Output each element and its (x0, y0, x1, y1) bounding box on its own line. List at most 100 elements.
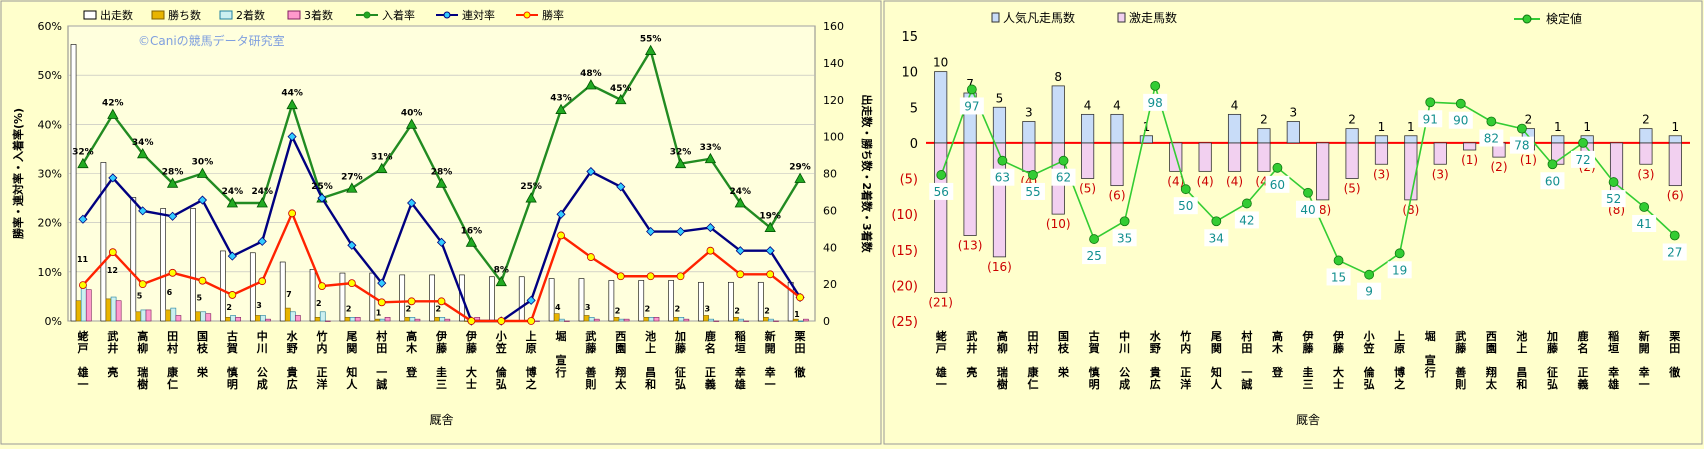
svg-text:博: 博 (526, 365, 537, 379)
svg-text:鹿: 鹿 (705, 329, 716, 343)
rate-label: 33% (700, 143, 722, 153)
svg-text:明: 明 (1089, 378, 1100, 391)
kentei-label: 9 (1365, 285, 1373, 299)
rate-label: 45% (610, 84, 632, 94)
bar-ninki (1668, 135, 1682, 144)
bar-down-label: (3) (1432, 167, 1449, 181)
bar-ninki (1081, 113, 1095, 144)
svg-text:水: 水 (287, 329, 299, 343)
point-連対率 (317, 193, 327, 203)
kentei-label-bg (1326, 268, 1351, 286)
bar-ninki (1227, 113, 1242, 144)
x-tick-label: 村田 一誠 (1241, 329, 1252, 391)
bar-勝ち数 (344, 317, 351, 322)
bar-value-label: 2 (436, 305, 442, 314)
y-left-tick: 60% (38, 20, 62, 33)
svg-text:上: 上 (1516, 341, 1527, 355)
svg-text:中: 中 (1119, 329, 1130, 343)
rate-label: 8% (494, 266, 509, 276)
bar-3着数 (623, 318, 630, 322)
bar-down-label: (10) (1046, 217, 1071, 231)
bar-value-label: 4 (555, 303, 561, 312)
svg-text:一: 一 (1241, 366, 1252, 379)
point-勝率 (676, 272, 685, 281)
svg-text:武: 武 (1455, 329, 1466, 343)
legend-label: 3着数 (304, 8, 333, 22)
point-連対率 (168, 211, 178, 221)
bar-3着数 (743, 320, 749, 322)
bar-2着数 (797, 320, 804, 322)
svg-text:正: 正 (316, 366, 327, 379)
svg-text:上: 上 (1394, 329, 1405, 343)
bar-2着数 (170, 307, 177, 322)
bar-出走数 (279, 261, 286, 322)
bar-value-label: 2 (316, 299, 322, 308)
bar-出走数 (578, 278, 585, 322)
point-連対率 (586, 166, 596, 177)
svg-text:広: 広 (1150, 377, 1161, 391)
kentei-point (1180, 184, 1191, 195)
rate-label: 19% (759, 212, 781, 222)
svg-text:明: 明 (227, 378, 238, 391)
kentei-point (936, 170, 947, 180)
svg-text:洋: 洋 (316, 377, 327, 391)
svg-text:知: 知 (1210, 365, 1222, 379)
kentei-label: 25 (1086, 249, 1101, 263)
svg-text:倫: 倫 (1364, 365, 1376, 379)
svg-text:藤: 藤 (436, 341, 448, 355)
kentei-label-bg (1296, 200, 1320, 218)
svg-text:園: 園 (1486, 342, 1497, 355)
rate-label: 42% (102, 99, 124, 109)
x-tick-label: 伊藤 圭三 (435, 329, 448, 391)
bar-gekisou (1668, 142, 1682, 187)
point-連対率 (705, 223, 715, 233)
bar-2着数 (738, 318, 744, 322)
legend-swatch (991, 12, 1000, 23)
point-入着率 (585, 79, 597, 90)
bar-勝ち数 (135, 311, 142, 322)
kentei-point (1455, 98, 1466, 109)
y-tick: (25) (891, 315, 918, 330)
y-right-tick: 40 (823, 241, 837, 254)
bar-勝ち数 (314, 317, 321, 322)
rate-label: 55% (640, 35, 662, 45)
bar-down-label: (6) (1667, 189, 1684, 203)
bar-value-label: 2 (615, 306, 621, 315)
svg-text:太: 太 (614, 377, 627, 391)
bar-3着数 (115, 300, 122, 322)
svg-text:木: 木 (405, 341, 418, 355)
point-入着率 (704, 152, 717, 164)
x-tick-label: 高木 登 (1271, 329, 1284, 379)
kentei-label: 40 (1300, 203, 1315, 217)
svg-text:柳: 柳 (137, 341, 148, 355)
svg-text:瑞: 瑞 (137, 365, 148, 379)
kentei-label-bg (1143, 93, 1168, 111)
bar-勝ち数 (703, 315, 709, 322)
point-勝率 (228, 291, 237, 299)
y-right-tick: 80 (823, 168, 837, 181)
y-tick: 15 (901, 30, 918, 45)
point-勝率 (79, 281, 87, 290)
bar-down-label: (4) (1197, 174, 1214, 188)
legend-swatch (83, 10, 97, 20)
bar-down-label: (5) (1344, 182, 1361, 196)
bar-3着数 (295, 315, 301, 322)
point-入着率 (256, 197, 268, 208)
kentei-label-bg (1418, 110, 1443, 128)
bar-2着数 (588, 317, 595, 322)
bar-勝ち数 (255, 315, 261, 322)
bar-3着数 (564, 320, 570, 322)
bar-up-label: 10 (933, 56, 948, 70)
kentei-label-bg (1112, 229, 1137, 247)
svg-text:伊: 伊 (465, 329, 477, 343)
bar-3着数 (414, 318, 421, 322)
bar-down-label: (4) (1226, 174, 1243, 188)
legend-label: 激走馬数 (1129, 10, 1177, 25)
svg-text:洋: 洋 (1180, 377, 1191, 391)
svg-text:藤: 藤 (585, 341, 597, 355)
kentei-label-bg (1540, 172, 1565, 190)
svg-text:誠: 誠 (376, 377, 387, 391)
point-入着率 (794, 172, 806, 183)
x-tick-label: 竹内 正洋 (315, 329, 327, 391)
